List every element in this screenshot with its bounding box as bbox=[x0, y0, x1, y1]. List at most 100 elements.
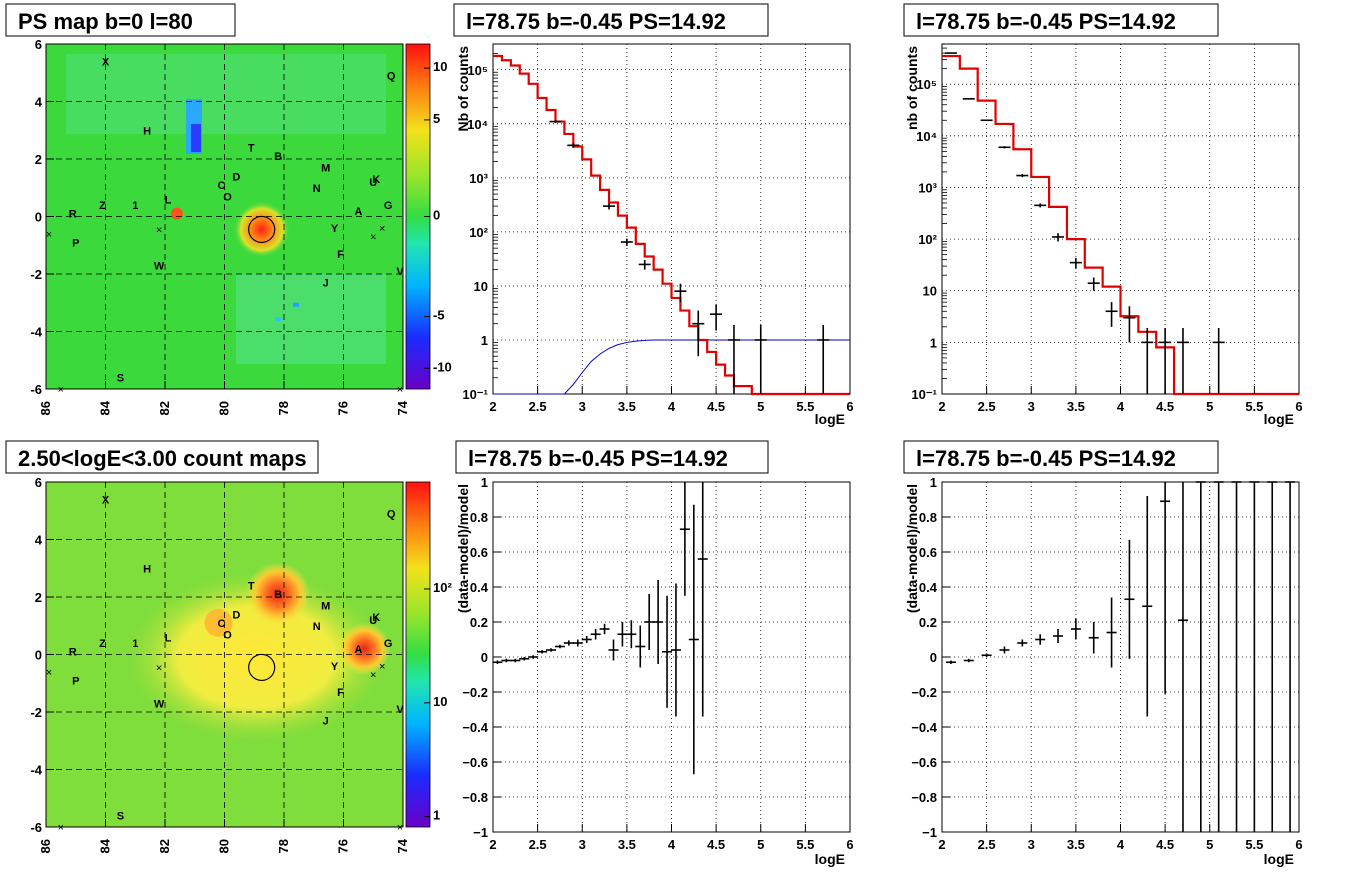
x-tick-label: 5 bbox=[757, 399, 764, 414]
y-tick-label: 0 bbox=[930, 650, 937, 665]
source-label: Q bbox=[387, 509, 396, 521]
color-bar-tick-label: -5 bbox=[433, 308, 445, 323]
source-label: M bbox=[321, 163, 330, 175]
x-tick-label: 74 bbox=[395, 838, 410, 853]
y-tick-label: 10⁻¹ bbox=[462, 387, 488, 402]
chart-title: l=78.75 b=-0.45 PS=14.92 bbox=[468, 446, 728, 471]
x-tick-label: 86 bbox=[38, 401, 53, 415]
x-tick-label: 3.5 bbox=[618, 399, 636, 414]
x-tick-label: 5 bbox=[1206, 837, 1213, 852]
x-tick-label: 5.5 bbox=[1245, 837, 1263, 852]
x-tick-label: 2.5 bbox=[529, 399, 547, 414]
x-axis-label: logE bbox=[815, 851, 845, 867]
x-tick-label: 6 bbox=[1295, 837, 1302, 852]
x-tick-label: 86 bbox=[38, 839, 53, 853]
x-tick-label: 76 bbox=[336, 401, 351, 415]
color-bar-tick-label: 10 bbox=[433, 59, 447, 74]
map-diffuse-emission bbox=[126, 572, 386, 742]
x-tick-label: 4 bbox=[668, 837, 676, 852]
y-tick-label: -2 bbox=[30, 705, 42, 720]
source-label: D bbox=[232, 171, 240, 183]
y-tick-label: −0.2 bbox=[462, 685, 488, 700]
map-hotspot bbox=[246, 562, 311, 627]
source-label: 1 bbox=[132, 638, 138, 650]
source-label: K bbox=[372, 612, 380, 624]
map-deficit-region bbox=[191, 124, 201, 152]
x-tick-label: 84 bbox=[98, 400, 113, 415]
x-tick-label: 2.5 bbox=[978, 837, 996, 852]
map-hotspot bbox=[338, 622, 391, 675]
y-tick-label: −0.2 bbox=[911, 685, 937, 700]
y-tick-label: 1 bbox=[930, 475, 937, 490]
y-axis-label: nb of counts bbox=[904, 46, 920, 130]
x-tick-label: 82 bbox=[157, 401, 172, 415]
cross-marker: × bbox=[397, 384, 403, 396]
source-label: J bbox=[323, 716, 329, 728]
source-label: L bbox=[165, 194, 172, 206]
x-tick-label: 3 bbox=[579, 399, 586, 414]
x-tick-label: 5.5 bbox=[1245, 399, 1263, 414]
source-label: Z bbox=[99, 638, 106, 650]
x-tick-label: 2.5 bbox=[529, 837, 547, 852]
chart-title: PS map b=0 l=80 bbox=[18, 9, 193, 34]
source-label: O bbox=[223, 629, 232, 641]
y-tick-label: 10⁻¹ bbox=[911, 387, 937, 402]
y-tick-label: 0.4 bbox=[919, 580, 938, 595]
source-label: 1 bbox=[132, 200, 138, 212]
source-label: R bbox=[69, 647, 77, 659]
y-tick-label: 10⁵ bbox=[467, 63, 488, 78]
source-label: M bbox=[321, 601, 330, 613]
source-label: F bbox=[337, 687, 344, 699]
x-tick-label: 3.5 bbox=[618, 837, 636, 852]
map-hotspot bbox=[204, 608, 233, 637]
source-label: Z bbox=[99, 200, 106, 212]
source-label: C bbox=[218, 180, 226, 192]
background-curve bbox=[493, 339, 850, 395]
y-tick-label: 10 bbox=[474, 279, 488, 294]
y-tick-label: 10⁴ bbox=[916, 129, 937, 144]
y-tick-label: −0.8 bbox=[462, 790, 488, 805]
residual-plot-area bbox=[941, 481, 1300, 833]
source-circle-marker bbox=[248, 215, 276, 244]
x-tick-label: 80 bbox=[217, 401, 232, 415]
x-tick-label: 3.5 bbox=[1067, 837, 1085, 852]
source-label: N bbox=[313, 621, 321, 633]
chart-title-box bbox=[5, 440, 319, 474]
y-tick-label: 10⁴ bbox=[467, 117, 488, 132]
x-tick-label: 2 bbox=[489, 837, 496, 852]
y-tick-label: 0 bbox=[481, 650, 488, 665]
cross-marker: × bbox=[379, 661, 385, 673]
source-label: S bbox=[117, 811, 124, 823]
x-tick-label: 5.5 bbox=[796, 399, 814, 414]
cross-marker: × bbox=[156, 224, 162, 236]
color-bar-tick-label: 5 bbox=[433, 111, 440, 126]
chart-title: l=78.75 b=-0.45 PS=14.92 bbox=[916, 9, 1176, 34]
x-tick-label: 82 bbox=[157, 839, 172, 853]
source-label: X bbox=[102, 494, 110, 506]
source-label: G bbox=[384, 638, 393, 650]
x-tick-label: 78 bbox=[276, 839, 291, 853]
y-tick-label: −0.8 bbox=[911, 790, 937, 805]
y-tick-label: -6 bbox=[30, 382, 42, 397]
y-tick-label: 0.2 bbox=[470, 615, 488, 630]
y-tick-label: 0 bbox=[35, 648, 42, 663]
chart-title: l=78.75 b=-0.45 PS=14.92 bbox=[466, 9, 726, 34]
x-tick-label: 4.5 bbox=[707, 399, 725, 414]
source-label: F bbox=[337, 249, 344, 261]
x-tick-label: 3 bbox=[1028, 837, 1035, 852]
map-hotspot bbox=[170, 207, 183, 220]
chart-title-box bbox=[455, 440, 769, 474]
x-tick-label: 6 bbox=[846, 837, 853, 852]
y-tick-label: 0.6 bbox=[470, 545, 488, 560]
source-label: S bbox=[117, 373, 124, 385]
source-label: K bbox=[372, 174, 380, 186]
chart-title: l=78.75 b=-0.45 PS=14.92 bbox=[916, 446, 1176, 471]
y-tick-label: 0.2 bbox=[919, 615, 937, 630]
map-diffuse-emission bbox=[66, 54, 386, 134]
x-tick-label: 3.5 bbox=[1067, 399, 1085, 414]
y-tick-label: 10² bbox=[469, 225, 488, 240]
y-tick-label: 0.4 bbox=[470, 580, 489, 595]
y-tick-label: −1 bbox=[922, 825, 937, 840]
cross-marker: × bbox=[46, 667, 52, 679]
